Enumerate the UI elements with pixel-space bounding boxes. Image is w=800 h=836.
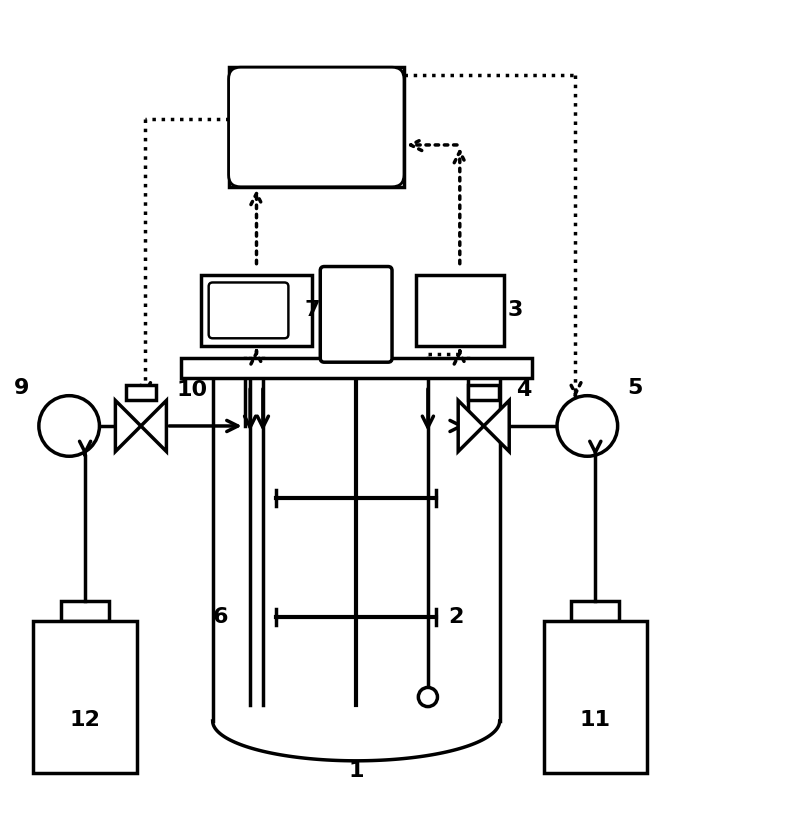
FancyBboxPatch shape	[229, 67, 404, 186]
Bar	[61, 601, 109, 621]
Polygon shape	[484, 400, 510, 451]
Bar	[126, 385, 156, 400]
Circle shape	[39, 395, 99, 456]
Text: 5: 5	[627, 378, 643, 398]
Bar	[34, 621, 137, 772]
Bar	[416, 274, 504, 346]
Bar	[181, 358, 531, 378]
Polygon shape	[141, 400, 166, 451]
Text: 9: 9	[14, 378, 29, 398]
FancyBboxPatch shape	[320, 267, 392, 362]
Polygon shape	[115, 400, 141, 451]
Bar	[201, 274, 312, 346]
Bar	[469, 385, 499, 400]
Bar	[229, 67, 404, 186]
Circle shape	[418, 687, 438, 706]
Text: 8: 8	[308, 115, 325, 139]
Text: 10: 10	[177, 380, 208, 400]
Text: 12: 12	[70, 710, 101, 730]
Text: 6: 6	[213, 607, 229, 627]
Text: 2: 2	[448, 607, 463, 627]
Text: 11: 11	[580, 710, 611, 730]
Text: 3: 3	[508, 300, 523, 320]
Bar	[571, 601, 619, 621]
Polygon shape	[458, 400, 484, 451]
Bar	[543, 621, 647, 772]
Text: 1: 1	[349, 761, 364, 781]
Circle shape	[557, 395, 618, 456]
Text: 7: 7	[304, 300, 320, 320]
Text: 4: 4	[515, 380, 531, 400]
FancyBboxPatch shape	[209, 283, 288, 339]
